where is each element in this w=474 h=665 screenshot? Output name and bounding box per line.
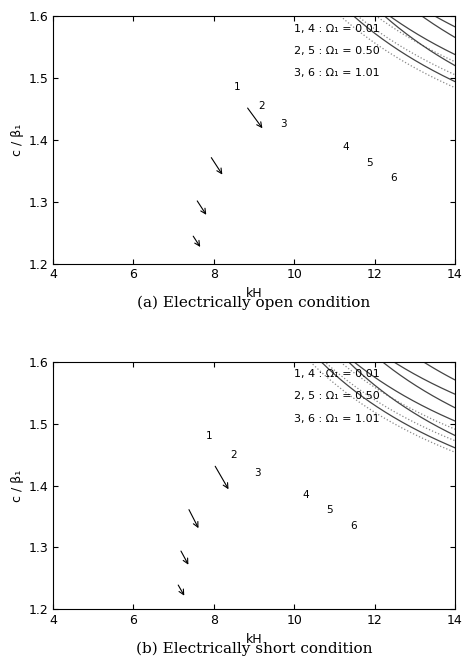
Text: 2: 2 [230, 450, 237, 460]
Text: 2, 5 : Ω₁ = 0.50: 2, 5 : Ω₁ = 0.50 [294, 46, 380, 56]
Text: 1: 1 [234, 82, 240, 92]
Y-axis label: c / β₁: c / β₁ [11, 469, 24, 501]
Text: 3: 3 [254, 468, 261, 478]
Text: 1, 4 : Ω₁ = 0.01: 1, 4 : Ω₁ = 0.01 [294, 23, 380, 33]
Text: 2: 2 [258, 101, 264, 111]
Text: 5: 5 [327, 505, 333, 515]
Text: 6: 6 [350, 521, 357, 531]
Text: 5: 5 [366, 158, 373, 168]
Text: 3: 3 [280, 119, 287, 130]
Text: 1, 4 : Ω₁ = 0.01: 1, 4 : Ω₁ = 0.01 [294, 369, 380, 379]
Text: 4: 4 [342, 142, 349, 152]
X-axis label: kH: kH [246, 632, 262, 646]
Text: (b) Electrically short condition: (b) Electrically short condition [136, 642, 372, 656]
X-axis label: kH: kH [246, 287, 262, 300]
Text: (a) Electrically open condition: (a) Electrically open condition [137, 296, 371, 310]
Text: 6: 6 [391, 173, 397, 183]
Text: 4: 4 [302, 490, 309, 500]
Text: 2, 5 : Ω₁ = 0.50: 2, 5 : Ω₁ = 0.50 [294, 392, 380, 402]
Y-axis label: c / β₁: c / β₁ [11, 124, 24, 156]
Text: 3, 6 : Ω₁ = 1.01: 3, 6 : Ω₁ = 1.01 [294, 68, 380, 78]
Text: 1: 1 [206, 431, 212, 441]
Text: 3, 6 : Ω₁ = 1.01: 3, 6 : Ω₁ = 1.01 [294, 414, 380, 424]
